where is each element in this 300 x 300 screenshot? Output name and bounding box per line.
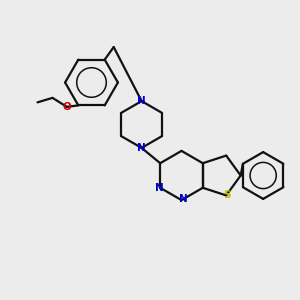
Text: N: N [137, 143, 146, 153]
Text: N: N [155, 183, 164, 193]
Text: N: N [178, 194, 188, 205]
Text: S: S [223, 190, 231, 200]
Text: O: O [62, 102, 71, 112]
Text: N: N [137, 96, 146, 106]
